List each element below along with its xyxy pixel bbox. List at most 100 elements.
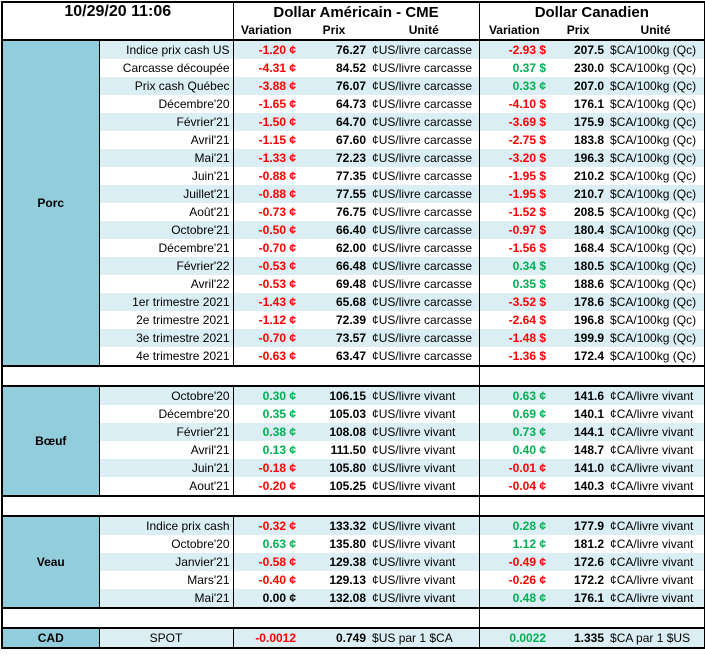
usd-price: 73.57 — [299, 329, 370, 347]
cad-spot-row: CAD SPOT -0.0012 0.749 $US par 1 $CA 0.0022 1.… — [1, 627, 705, 649]
cad-unit: $CA/100kg (Qc) — [607, 149, 705, 167]
usd-variation: -4.31 ¢ — [232, 59, 300, 77]
row-label: Aout'21 — [98, 477, 234, 497]
cad-unit: $CA/100kg (Qc) — [607, 185, 705, 203]
cad-price: 210.2 — [549, 167, 608, 185]
cad-variation: 0.35 $ — [478, 275, 550, 293]
cad-unit: $CA/100kg (Qc) — [607, 221, 705, 239]
table-row: 4e trimestre 2021 -0.63 ¢ 63.47 ¢US/livre c… — [2, 347, 705, 367]
cad-unit: ¢CA/livre vivant — [607, 515, 705, 535]
usd-variation: 0.35 ¢ — [232, 405, 300, 423]
usd-price: 72.39 — [299, 311, 370, 329]
cad-variation: -0.49 ¢ — [478, 553, 550, 571]
usd-price: 133.32 — [299, 515, 370, 535]
usd-variation: -0.88 ¢ — [232, 185, 300, 203]
usd-unit: ¢US/livre vivant — [369, 571, 480, 589]
usd-variation: -0.40 ¢ — [232, 571, 300, 589]
table-row: 2e trimestre 2021 -1.12 ¢ 72.39 ¢US/livre c… — [2, 311, 705, 329]
usd-unit: ¢US/livre carcasse — [369, 311, 480, 329]
row-label: Carcasse découpée — [98, 59, 234, 77]
cad-price: 172.4 — [549, 347, 608, 367]
usd-price: 129.38 — [299, 553, 370, 571]
cad-price: 230.0 — [549, 59, 608, 77]
col-header-variation-cad: Variation — [478, 21, 550, 40]
cad-unit: $CA/100kg (Qc) — [607, 239, 705, 257]
usd-variation: -0.58 ¢ — [232, 553, 300, 571]
row-label: Mai'21 — [98, 149, 234, 167]
cad-price: 148.7 — [549, 441, 608, 459]
section-spacer — [1, 365, 705, 387]
cad-price: 177.9 — [549, 515, 608, 535]
cad-variation: -4.10 $ — [478, 95, 550, 113]
spacer-cell — [1, 365, 99, 387]
row-label: SPOT — [98, 627, 234, 649]
cad-unit: $CA par 1 $US — [607, 627, 705, 649]
cad-price: 208.5 — [549, 203, 608, 221]
cad-variation: 0.37 $ — [478, 59, 550, 77]
cad-unit: ¢CA/livre vivant — [607, 405, 705, 423]
usd-price: 111.50 — [299, 441, 370, 459]
row-label: Indice prix cash US — [98, 39, 234, 59]
cad-unit: ¢CA/livre vivant — [607, 535, 705, 553]
usd-unit: ¢US/livre carcasse — [369, 95, 480, 113]
usd-price: 77.55 — [299, 185, 370, 203]
usd-variation: -1.43 ¢ — [232, 293, 300, 311]
cad-price: 176.1 — [549, 589, 608, 609]
cad-unit: $CA/100kg (Qc) — [607, 131, 705, 149]
table-row: Décembre'21 -0.70 ¢ 62.00 ¢US/livre carcass… — [2, 239, 705, 257]
col-header-unite-usd: Unité — [369, 21, 480, 40]
cad-variation: -1.36 $ — [478, 347, 550, 367]
cad-variation: -2.64 $ — [478, 311, 550, 329]
cad-variation: 0.34 $ — [478, 257, 550, 275]
cad-variation: -2.75 $ — [478, 131, 550, 149]
section-label: Veau — [1, 515, 99, 609]
row-label: Février'22 — [98, 257, 234, 275]
usd-price: 135.80 — [299, 535, 370, 553]
cad-unit: $CA/100kg (Qc) — [607, 311, 705, 329]
usd-price: 76.07 — [299, 77, 370, 95]
cad-unit: $CA/100kg (Qc) — [607, 167, 705, 185]
cad-price: 172.6 — [549, 553, 608, 571]
cad-unit: ¢CA/livre vivant — [607, 477, 705, 497]
usd-unit: ¢US/livre carcasse — [369, 39, 480, 59]
cad-price: 181.2 — [549, 535, 608, 553]
cad-unit: ¢CA/livre vivant — [607, 423, 705, 441]
cad-unit: $CA/100kg (Qc) — [607, 275, 705, 293]
usd-unit: ¢US/livre vivant — [369, 477, 480, 497]
usd-unit: ¢US/livre vivant — [369, 385, 480, 405]
table-row: Juillet'21 -0.88 ¢ 77.55 ¢US/livre carcasse… — [2, 185, 705, 203]
cad-variation: -0.01 ¢ — [478, 459, 550, 477]
cad-unit: $CA/100kg (Qc) — [607, 77, 705, 95]
spacer-cell — [99, 607, 480, 629]
usd-group-title: Dollar Américain - CME — [232, 1, 480, 21]
usd-price: 132.08 — [299, 589, 370, 609]
section-label: Porc — [1, 39, 99, 367]
usd-unit: ¢US/livre carcasse — [369, 293, 480, 311]
cad-unit: ¢CA/livre vivant — [607, 589, 705, 609]
usd-price: 0.749 — [299, 627, 370, 649]
table-row: Mai'21 0.00 ¢ 132.08 ¢US/livre vivant 0.48 ¢… — [2, 589, 705, 609]
cad-price: 176.1 — [549, 95, 608, 113]
table-row: Juin'21 -0.18 ¢ 105.80 ¢US/livre vivant -0.0… — [2, 459, 705, 477]
cad-unit: $CA/100kg (Qc) — [607, 39, 705, 59]
usd-variation: 0.00 ¢ — [232, 589, 300, 609]
usd-variation: -0.32 ¢ — [232, 515, 300, 535]
cad-variation: 0.63 ¢ — [478, 385, 550, 405]
cad-variation: -0.97 $ — [478, 221, 550, 239]
usd-variation: 0.63 ¢ — [232, 535, 300, 553]
usd-variation: -0.70 ¢ — [232, 239, 300, 257]
usd-unit: ¢US/livre carcasse — [369, 203, 480, 221]
cad-variation: 0.28 ¢ — [478, 515, 550, 535]
usd-unit: ¢US/livre carcasse — [369, 221, 480, 239]
row-label: Avril'22 — [98, 275, 234, 293]
cad-price: 168.4 — [549, 239, 608, 257]
table-row: Avril'22 -0.53 ¢ 69.48 ¢US/livre carcasse 0.… — [2, 275, 705, 293]
spacer-cell — [478, 495, 705, 517]
table-row: 1er trimestre 2021 -1.43 ¢ 65.68 ¢US/livre … — [2, 293, 705, 311]
row-label: 4e trimestre 2021 — [98, 347, 234, 367]
row-label: Décembre'20 — [98, 405, 234, 423]
timestamp: 10/29/20 11:06 — [0, 1, 234, 40]
usd-unit: ¢US/livre carcasse — [369, 329, 480, 347]
row-label: Juin'21 — [98, 459, 234, 477]
usd-unit: ¢US/livre carcasse — [369, 113, 480, 131]
